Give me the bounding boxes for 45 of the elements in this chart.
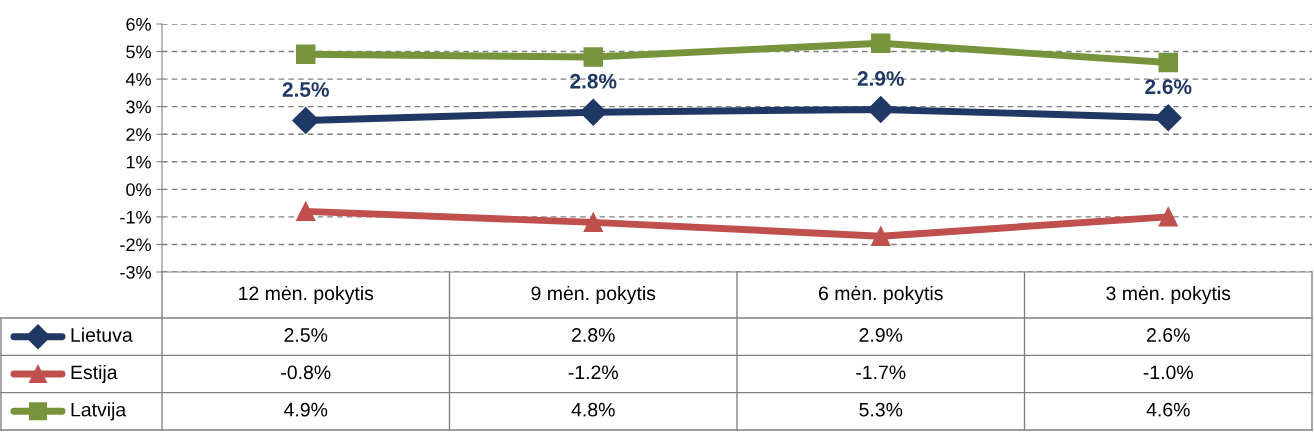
point bbox=[1158, 207, 1178, 227]
y-tick-label: 5% bbox=[126, 45, 151, 59]
x-tick-label: 3 mėn. pokytis bbox=[1106, 285, 1231, 305]
data-label: 2.8% bbox=[572, 328, 615, 342]
data-label: -0.8% bbox=[281, 365, 331, 380]
data-label: -1.0% bbox=[1143, 365, 1193, 380]
data-label: -1.2% bbox=[568, 365, 618, 380]
y-tick-label: 3% bbox=[126, 100, 151, 114]
text: 2.5% bbox=[282, 82, 329, 97]
y-tick-label: -3% bbox=[120, 265, 151, 279]
data-label: 2.5% bbox=[284, 328, 328, 342]
point bbox=[296, 201, 316, 222]
data-label: 2.9% bbox=[859, 328, 903, 342]
legend-label: Lietuva bbox=[71, 327, 133, 342]
text: 2.8% bbox=[570, 73, 617, 89]
x-tick-label: 9 mėn. pokytis bbox=[531, 285, 656, 305]
y-tick-label: 6% bbox=[126, 17, 151, 31]
point bbox=[867, 95, 895, 123]
point bbox=[583, 47, 603, 67]
legend-label: Latvija bbox=[71, 402, 127, 421]
legend-label: Estija bbox=[71, 364, 118, 384]
data-label: -1.7% bbox=[856, 365, 906, 380]
point bbox=[579, 98, 607, 126]
point bbox=[871, 33, 891, 54]
text: 2.9% bbox=[857, 71, 904, 86]
data-label: 2.6% bbox=[1147, 328, 1190, 342]
point bbox=[583, 212, 603, 233]
x-tick-label: 12 mėn. pokytis bbox=[239, 285, 374, 305]
point bbox=[1154, 104, 1182, 132]
y-tick-label: 2% bbox=[126, 128, 151, 141]
data-label: 4.6% bbox=[1146, 402, 1190, 417]
point bbox=[296, 44, 316, 65]
y-tick-label: 1% bbox=[126, 155, 151, 169]
data-label: 4.8% bbox=[571, 402, 615, 417]
data-label: 4.9% bbox=[284, 402, 328, 417]
y-tick-label: -2% bbox=[120, 238, 151, 252]
y-tick-label: 0% bbox=[126, 183, 151, 197]
x-tick-label: 6 mėn. pokytis bbox=[819, 285, 943, 305]
y-tick-label: -1% bbox=[120, 210, 151, 224]
point bbox=[292, 106, 320, 134]
data-label: 5.3% bbox=[859, 402, 903, 417]
point bbox=[1158, 52, 1178, 73]
y-tick-label: 4% bbox=[125, 73, 151, 86]
point bbox=[871, 226, 891, 246]
text: 2.6% bbox=[1145, 79, 1192, 95]
